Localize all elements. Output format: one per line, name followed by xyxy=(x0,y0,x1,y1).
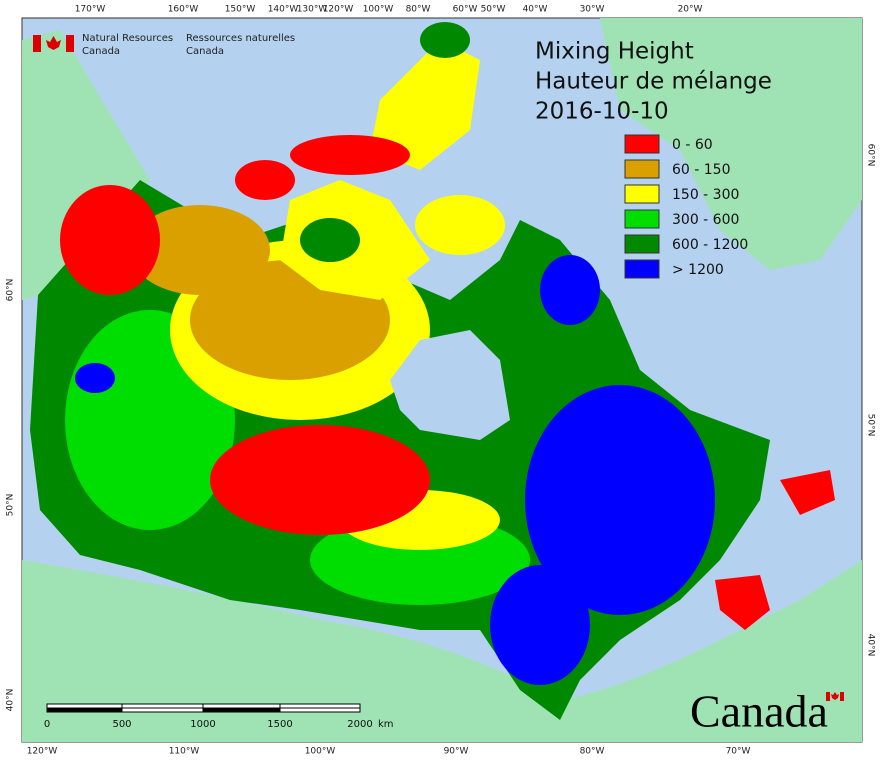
region xyxy=(525,385,715,615)
region xyxy=(210,425,430,535)
legend-swatch xyxy=(624,259,660,279)
scale-segment xyxy=(202,707,281,713)
legend-label: 150 - 300 xyxy=(672,187,739,203)
graticule-label: 60°N xyxy=(866,144,876,167)
graticule-label: 60°N xyxy=(6,279,16,302)
graticule-label: 120°W xyxy=(323,5,354,15)
legend-label: 60 - 150 xyxy=(672,162,731,178)
graticule-label: 80°W xyxy=(580,747,605,757)
scale-segment xyxy=(46,707,123,713)
arctic-island xyxy=(290,135,410,175)
graticule-label: 160°W xyxy=(168,5,199,15)
graticule-label: 120°W xyxy=(27,747,58,757)
agency-fr: Canada xyxy=(186,46,224,57)
united-states xyxy=(22,560,862,742)
region xyxy=(130,205,270,295)
hudson-bay xyxy=(390,330,510,440)
scale-segment xyxy=(279,707,361,713)
title: Mixing Height xyxy=(535,39,694,65)
arctic-island xyxy=(370,40,480,170)
scale-segment xyxy=(202,703,281,709)
flag-bar xyxy=(840,692,844,701)
region xyxy=(540,255,600,325)
graticule-label: 150°W xyxy=(225,5,256,15)
graticule-label: 40°N xyxy=(866,634,876,657)
scale-unit: km xyxy=(378,719,394,730)
graticule-label: 70°W xyxy=(726,747,751,757)
maple-leaf xyxy=(46,36,61,50)
scale-segment xyxy=(46,703,123,709)
arctic-island xyxy=(415,195,505,255)
graticule-label: 50°N xyxy=(866,414,876,437)
arctic-island xyxy=(420,22,470,58)
legend-swatch xyxy=(624,134,660,154)
legend-label: > 1200 xyxy=(672,262,724,278)
graticule-label: 60°W xyxy=(453,5,478,15)
legend-swatch xyxy=(624,159,660,179)
scale-segment xyxy=(121,707,204,713)
agency-en: Natural Resources xyxy=(82,33,173,44)
flag-bar xyxy=(33,35,41,52)
legend: 0 - 60 60 - 150 150 - 300 300 - 600 600 - 12… xyxy=(624,134,748,279)
newfoundland xyxy=(780,470,835,515)
scale-label: 2000 xyxy=(347,719,372,730)
graticule-label: 100°W xyxy=(305,747,336,757)
graticule-label: 20°W xyxy=(678,5,703,15)
region xyxy=(75,363,115,393)
flag-bar xyxy=(66,35,74,52)
maple-leaf xyxy=(831,692,839,700)
arctic-island xyxy=(300,218,360,262)
graticule-label: 80°W xyxy=(406,5,431,15)
region xyxy=(490,565,590,685)
graticule-label: 40°N xyxy=(6,689,16,712)
graticule-label: 90°W xyxy=(444,747,469,757)
agency-en: Canada xyxy=(82,46,120,57)
legend-label: 0 - 60 xyxy=(672,137,713,153)
legend-label: 300 - 600 xyxy=(672,212,739,228)
scale-label: 0 xyxy=(44,719,50,730)
wordmark: Canada xyxy=(690,686,828,737)
graticule-label: 50°W xyxy=(481,5,506,15)
legend-swatch xyxy=(624,209,660,229)
alaska xyxy=(22,30,150,300)
graticule-label: 40°W xyxy=(523,5,548,15)
graticule-label: 50°N xyxy=(6,494,16,517)
arctic-island xyxy=(235,160,295,200)
graticule-label: 100°W xyxy=(363,5,394,15)
scale-segment xyxy=(121,703,204,709)
scale-label: 500 xyxy=(112,719,131,730)
map xyxy=(22,18,862,742)
title: Hauteur de mélange xyxy=(535,69,772,95)
scale-label: 1000 xyxy=(190,719,215,730)
agency-fr: Ressources naturelles xyxy=(186,33,295,44)
legend-label: 600 - 1200 xyxy=(672,237,748,253)
graticule-label: 30°W xyxy=(580,5,605,15)
legend-swatch xyxy=(624,184,660,204)
region xyxy=(60,185,160,295)
legend-swatch xyxy=(624,234,660,254)
graticule-label: 140°W xyxy=(268,5,299,15)
graticule-label: 170°W xyxy=(75,5,106,15)
header-logo: Natural Resources Canada Ressources natu… xyxy=(33,33,295,57)
graticule-label: 130°W xyxy=(297,5,328,15)
scale-label: 1500 xyxy=(267,719,292,730)
wordmark-flag xyxy=(826,692,844,701)
date: 2016-10-10 xyxy=(535,99,669,125)
flag-bar xyxy=(826,692,830,701)
nova-scotia xyxy=(715,575,770,630)
scale-bar: 0 500 1000 1500 2000 km xyxy=(44,703,394,730)
graticule-label: 110°W xyxy=(169,747,200,757)
greenland xyxy=(600,18,862,270)
scale-segment xyxy=(279,703,361,709)
